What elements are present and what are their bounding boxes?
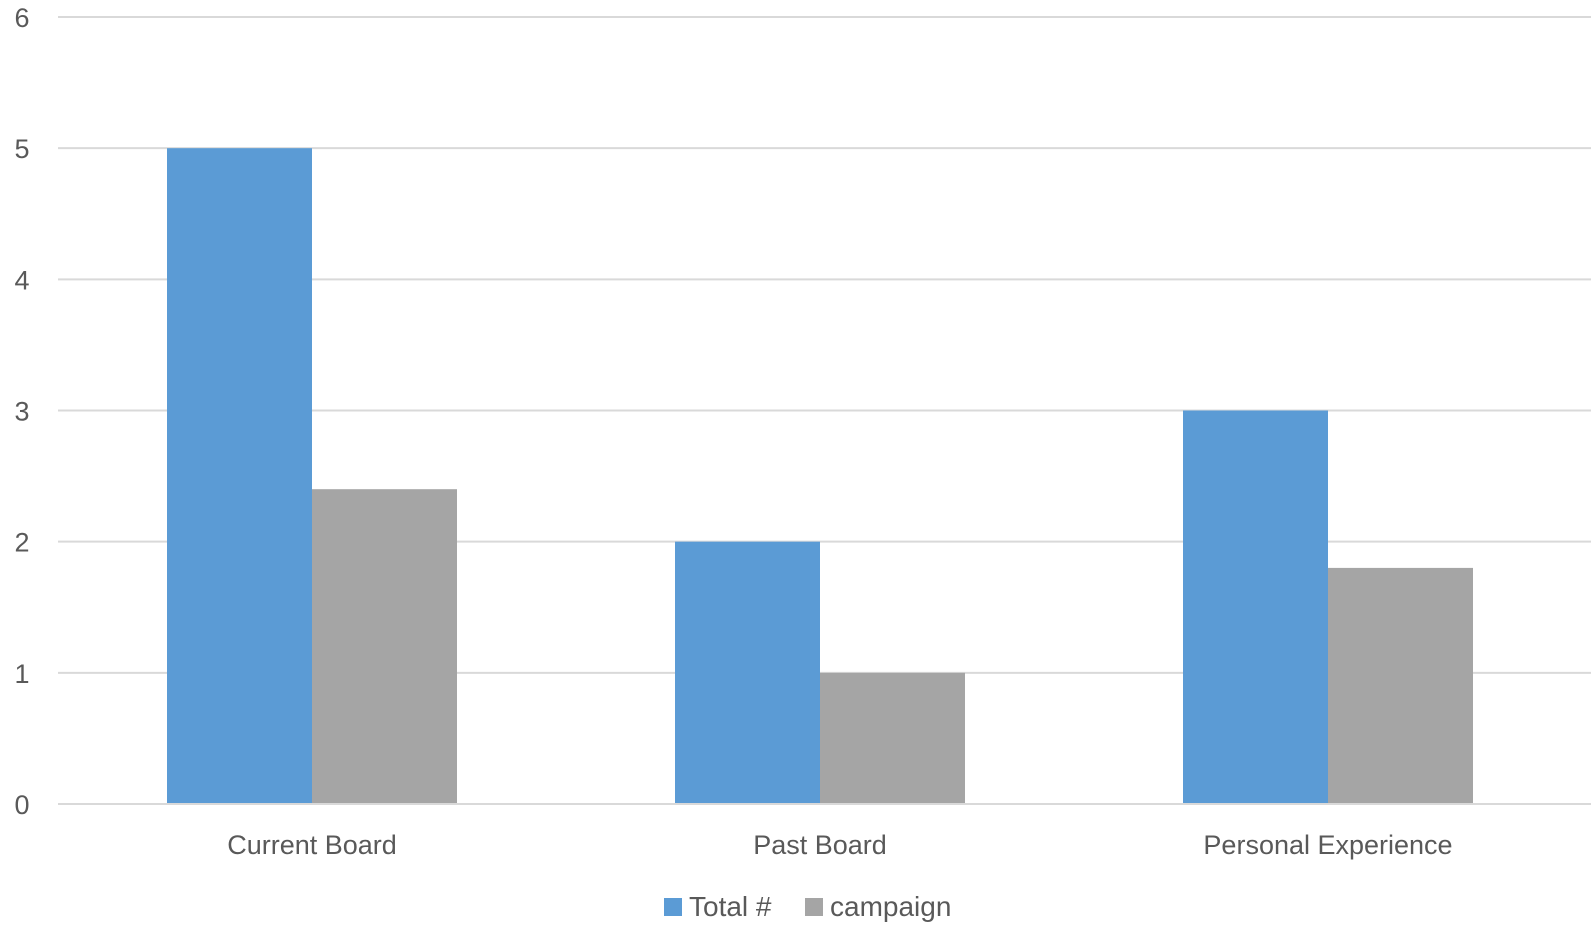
bars xyxy=(58,148,1591,805)
legend-item: campaign xyxy=(805,891,951,922)
y-tick-label: 4 xyxy=(14,265,29,295)
y-tick-label: 6 xyxy=(14,3,29,33)
legend-label: Total # xyxy=(689,891,772,922)
bar-total-past-board xyxy=(675,541,820,804)
bar-total-current-board xyxy=(167,148,312,804)
x-category-label: Current Board xyxy=(227,830,397,860)
bar-campaign-personal-experience xyxy=(1328,567,1473,804)
y-tick-label: 3 xyxy=(14,397,29,427)
y-tick-label: 2 xyxy=(14,528,29,558)
bar-total-personal-experience xyxy=(1183,410,1328,804)
x-category-label: Past Board xyxy=(753,830,887,860)
x-category-label: Personal Experience xyxy=(1203,830,1452,860)
legend-swatch xyxy=(805,898,823,916)
x-axis-categories: Current Board Past Board Personal Experien… xyxy=(227,830,1452,860)
y-tick-label: 1 xyxy=(14,659,29,689)
legend-label: campaign xyxy=(830,891,951,922)
y-tick-label: 0 xyxy=(14,790,29,820)
y-tick-label: 5 xyxy=(14,134,29,164)
legend: Total # campaign xyxy=(664,891,951,922)
bar-campaign-past-board xyxy=(820,672,965,804)
bar-campaign-current-board xyxy=(312,489,457,804)
legend-swatch xyxy=(664,898,682,916)
legend-item: Total # xyxy=(664,891,772,922)
y-axis-ticks: 0 1 2 3 4 5 6 xyxy=(14,3,29,820)
